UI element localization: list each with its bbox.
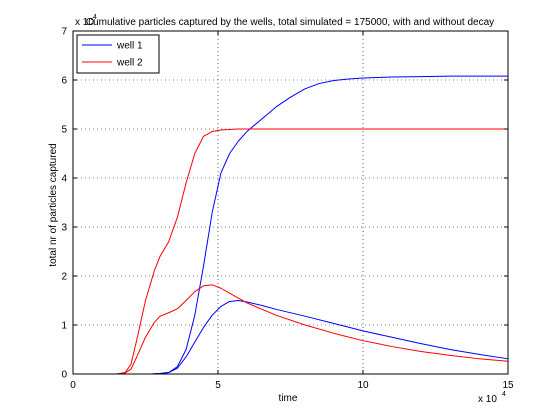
legend-label-well-1: well 1 <box>116 41 143 52</box>
gridlines <box>73 31 508 374</box>
y-tick-label: 1 <box>61 321 67 332</box>
series-lines <box>73 75 509 375</box>
x-axis-label: time <box>279 393 298 404</box>
y-axis-label: total nr of particles captured <box>48 143 59 266</box>
y-exponent-power: 4 <box>93 14 97 21</box>
x-tick-label: 10 <box>357 380 369 391</box>
x-tick-label: 15 <box>502 380 514 391</box>
legend-label-well-2: well 2 <box>116 58 143 69</box>
y-tick-label: 2 <box>61 272 67 283</box>
y-tick-label: 7 <box>61 27 67 38</box>
x-exponent-power: 4 <box>502 391 506 398</box>
chart-title: Cumulative particles captured by the wel… <box>86 17 494 28</box>
series-line-well-1-without-decay <box>73 75 508 375</box>
x-exponent-label: x 10 <box>478 394 497 405</box>
y-tick-label: 6 <box>61 76 67 87</box>
y-tick-label: 5 <box>61 125 67 136</box>
legend-box <box>76 34 160 74</box>
plot-frame <box>72 30 509 375</box>
legend: well 1 well 2 <box>76 34 160 74</box>
y-tick-label: 0 <box>61 370 67 381</box>
series-line-well-2-without-decay <box>73 128 508 375</box>
y-tick-label: 4 <box>61 174 67 185</box>
series-line-well-2-with-decay <box>73 284 509 375</box>
plot-area <box>73 31 508 374</box>
x-tick-label: 5 <box>215 380 221 391</box>
y-exponent-label: x 10 <box>75 17 94 28</box>
y-tick-label: 3 <box>61 223 67 234</box>
x-tick-label: 0 <box>70 380 76 391</box>
series-line-well-1-with-decay <box>73 300 509 375</box>
